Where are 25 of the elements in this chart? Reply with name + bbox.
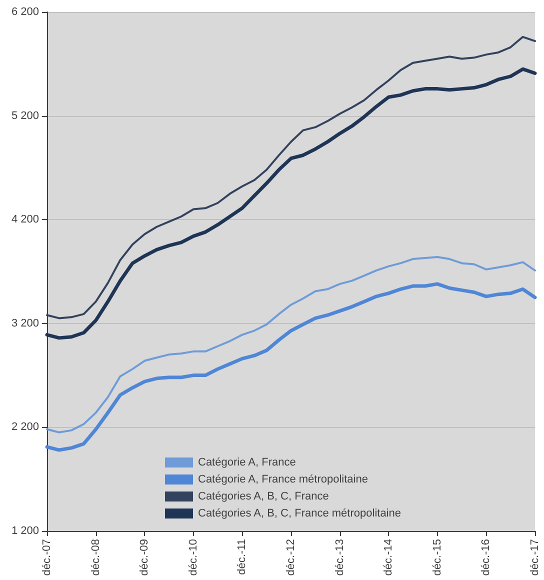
line-series <box>46 256 536 434</box>
x-tick-label: déc.-13 <box>334 539 346 576</box>
legend-label: Catégories A, B, C, France métropolitaine <box>198 508 401 520</box>
x-tick-label: déc.-09 <box>138 539 151 576</box>
legend-label: Catégories A, B, C, France <box>198 490 329 502</box>
x-tick-label: déc.-08 <box>90 539 102 576</box>
x-tick-label: déc.-11 <box>236 539 248 575</box>
y-tick-label: 5 200 <box>11 110 39 122</box>
x-tick-label: déc.-12 <box>285 539 298 576</box>
x-tick-label: déc.-10 <box>187 539 200 576</box>
y-tick-label: 3 200 <box>11 317 39 330</box>
line-series <box>45 67 537 340</box>
legend-label: Catégorie A, France <box>198 456 296 468</box>
y-tick-label: 6 200 <box>11 6 39 18</box>
legend-label: Catégorie A, France métropolitaine <box>198 474 368 486</box>
x-tick-label: déc.-15 <box>431 539 444 576</box>
x-tick-label: déc.-14 <box>382 539 395 576</box>
line-series <box>45 282 537 452</box>
y-tick-label: 2 200 <box>11 421 39 434</box>
line-series <box>46 36 536 320</box>
x-tick-label: déc.-07 <box>41 539 53 576</box>
y-tick-label: 1 200 <box>11 525 39 537</box>
y-tick-label: 4 200 <box>11 214 39 226</box>
x-tick-label: déc.-16 <box>480 539 492 576</box>
x-tick-label: déc.-17 <box>529 539 541 576</box>
